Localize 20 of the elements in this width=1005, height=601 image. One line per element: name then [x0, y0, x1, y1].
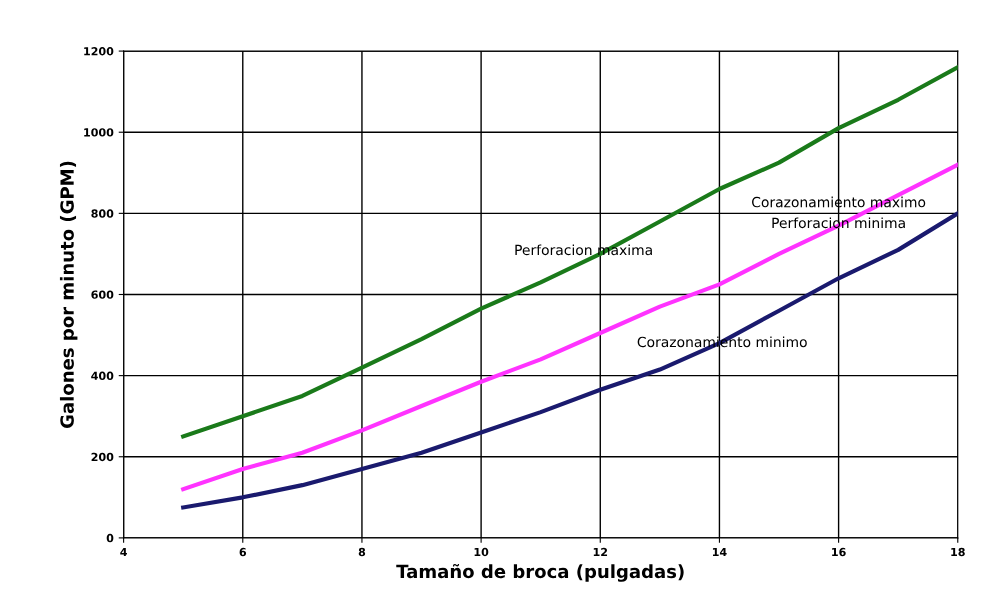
y-axis-title: Galones por minuto (GPM) [59, 161, 78, 428]
y-tick-label: 400 [91, 371, 114, 380]
y-tick-label: 1000 [84, 128, 114, 137]
y-tick-label: 0 [106, 533, 114, 543]
line-series [181, 211, 958, 510]
x-axis-title: Tamaño de broca (pulgadas) [396, 563, 684, 582]
y-tick-label: 600 [91, 290, 114, 299]
x-tick-label: 10 [474, 547, 489, 557]
line-series [181, 65, 958, 439]
x-tick-label: 14 [712, 547, 727, 557]
x-tick-label: 4 [120, 547, 127, 557]
x-tick-label: 8 [358, 547, 366, 557]
x-tick-label: 12 [593, 547, 608, 557]
y-tick-label: 800 [91, 209, 114, 218]
x-tick-label: 6 [239, 547, 247, 557]
y-tick-label: 1200 [84, 47, 114, 56]
y-tick-label: 200 [91, 452, 114, 462]
x-tick-label: 18 [951, 547, 965, 557]
x-tick-label: 16 [832, 547, 846, 557]
line-series [181, 162, 958, 492]
